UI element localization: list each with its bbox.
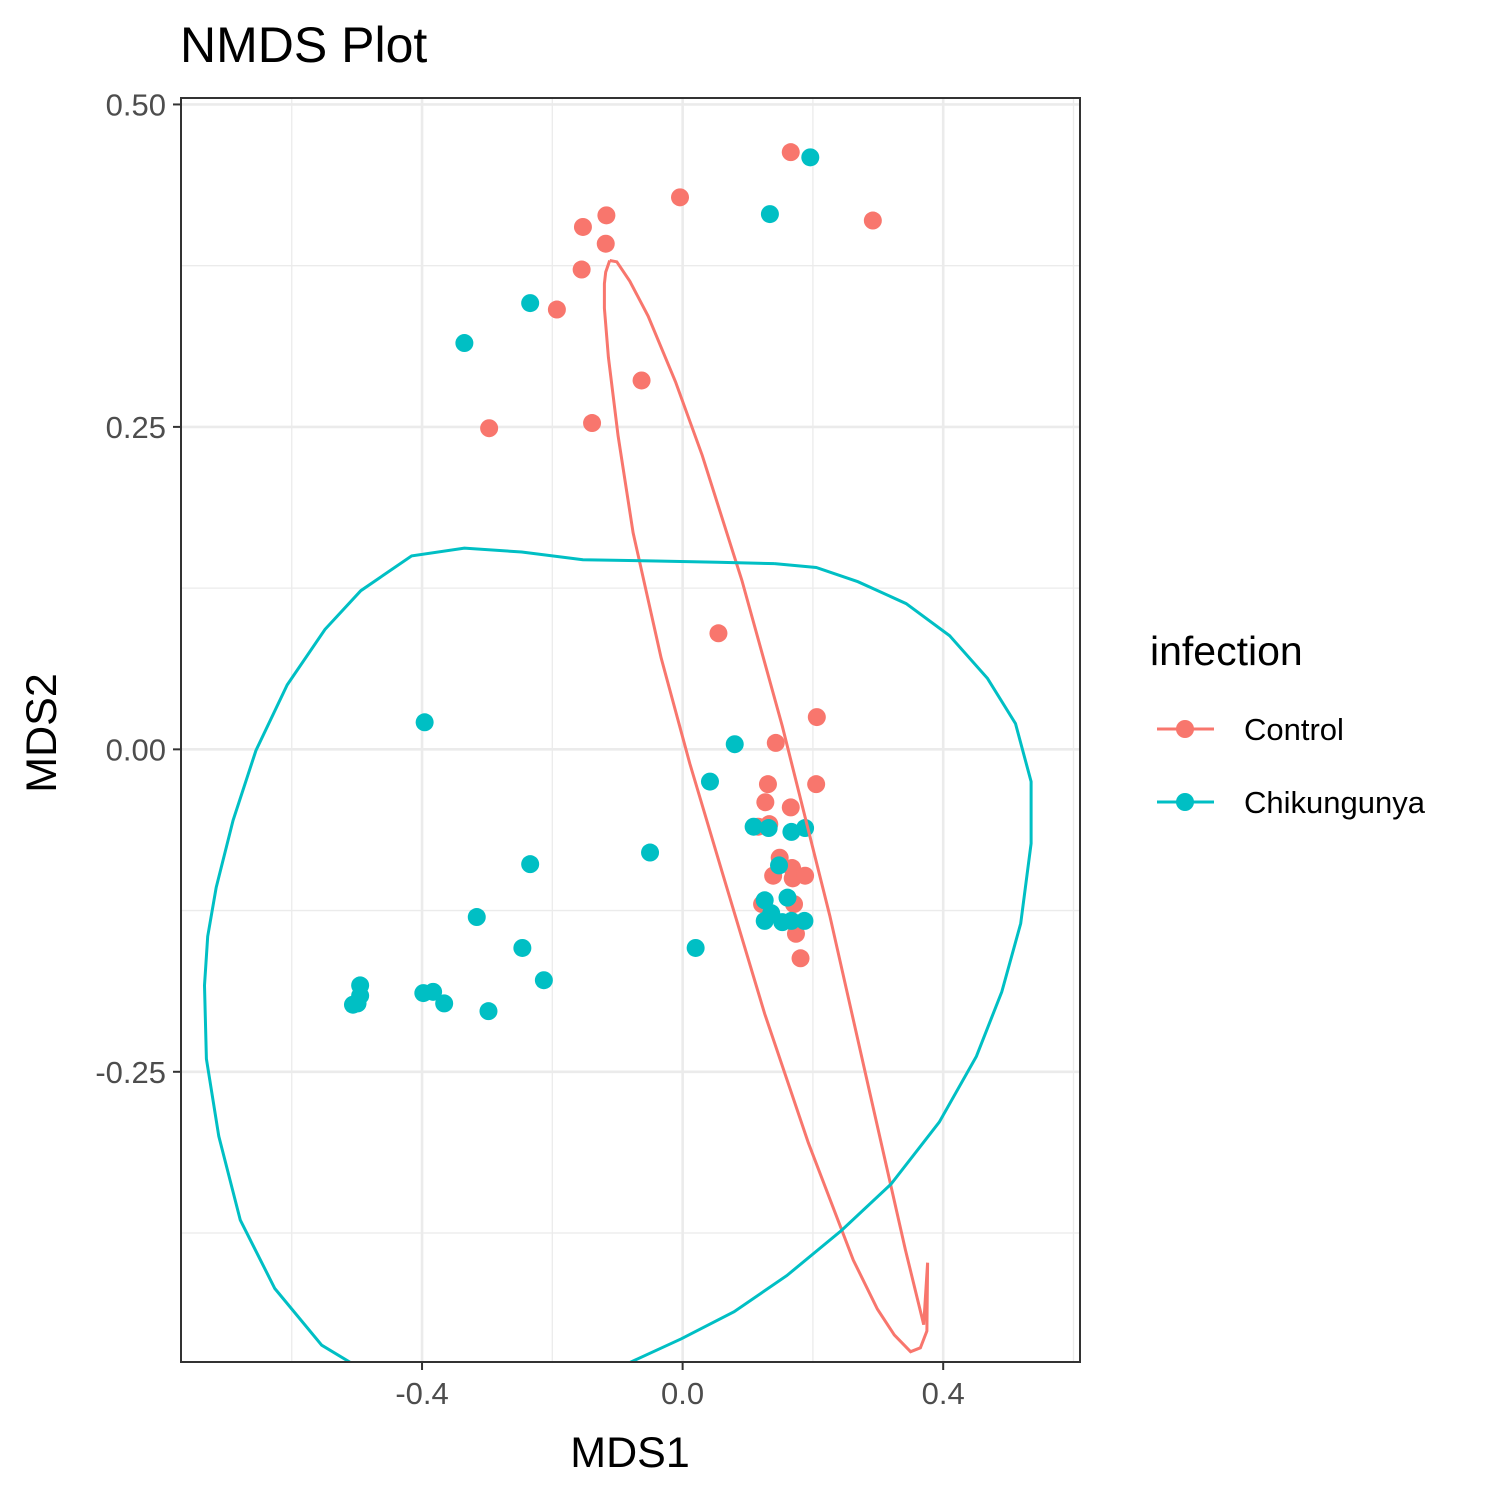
series-chikungunya-points <box>343 148 820 1021</box>
data-point-chikungunya <box>343 995 362 1014</box>
legend-label: Control <box>1244 712 1344 747</box>
legend-title: infection <box>1150 628 1303 674</box>
plot-panel: -0.4 0.0 0.4 0.50 0.25 0.00 -0.25 <box>95 87 1081 1411</box>
data-point-control <box>480 419 499 438</box>
data-point-control <box>807 708 826 727</box>
data-point-control <box>781 143 800 162</box>
data-point-control <box>756 793 775 812</box>
x-axis-title: MDS1 <box>570 1429 689 1477</box>
data-point-chikungunya <box>415 713 434 732</box>
data-point-chikungunya <box>700 772 719 791</box>
data-point-chikungunya <box>801 148 820 167</box>
legend-key-point <box>1176 720 1194 738</box>
data-point-control <box>572 260 591 279</box>
data-point-chikungunya <box>795 911 814 930</box>
data-point-chikungunya <box>782 822 801 841</box>
data-point-chikungunya <box>521 294 540 313</box>
data-point-chikungunya <box>760 205 779 224</box>
x-tick-label: -0.4 <box>395 1376 448 1411</box>
data-point-chikungunya <box>755 911 774 930</box>
data-point-control <box>709 624 728 643</box>
data-point-control <box>781 798 800 817</box>
ellipse-control <box>602 259 930 1354</box>
data-point-chikungunya <box>435 994 454 1013</box>
data-point-chikungunya <box>521 855 540 874</box>
data-point-chikungunya <box>686 938 705 957</box>
y-tick-label: -0.25 <box>95 1055 166 1090</box>
data-point-control <box>671 188 690 207</box>
data-point-chikungunya <box>455 334 474 353</box>
data-point-control <box>791 949 810 968</box>
y-tick-label: 0.00 <box>106 732 166 767</box>
legend-key-point <box>1176 793 1194 811</box>
data-point-chikungunya <box>414 984 433 1003</box>
data-point-control <box>807 775 826 794</box>
data-point-control <box>573 217 592 236</box>
data-point-chikungunya <box>770 856 789 875</box>
data-point-chikungunya <box>782 911 801 930</box>
legend-item-chikungunya: Chikungunya <box>1157 785 1426 820</box>
ellipse-chikungunya <box>202 546 1033 1362</box>
data-point-chikungunya <box>725 735 744 754</box>
legend-label: Chikungunya <box>1244 785 1426 820</box>
data-point-chikungunya <box>467 908 486 927</box>
x-tick-label: 0.0 <box>661 1376 704 1411</box>
data-point-control <box>547 300 566 319</box>
panel-border <box>180 97 1081 1363</box>
data-point-control <box>758 775 777 794</box>
data-point-chikungunya <box>479 1002 498 1021</box>
data-point-control <box>766 733 785 752</box>
legend: infection Control Chikungunya <box>1150 628 1426 820</box>
data-point-chikungunya <box>513 938 532 957</box>
data-point-chikungunya <box>759 819 778 838</box>
data-point-chikungunya <box>534 971 553 990</box>
data-point-chikungunya <box>641 843 660 862</box>
chart-title: NMDS Plot <box>180 17 427 73</box>
data-point-control <box>863 211 882 230</box>
data-point-control <box>597 206 616 225</box>
legend-item-control: Control <box>1157 712 1344 747</box>
y-axis-title: MDS2 <box>18 673 66 792</box>
series-control-points <box>480 143 882 968</box>
x-tick-label: 0.4 <box>922 1376 965 1411</box>
data-point-chikungunya <box>778 888 797 907</box>
data-point-control <box>596 234 615 253</box>
data-point-chikungunya <box>744 817 763 836</box>
y-tick-label: 0.50 <box>106 87 166 122</box>
data-point-control <box>632 371 651 390</box>
y-tick-label: 0.25 <box>106 410 166 445</box>
data-point-control <box>796 866 815 885</box>
panel-background <box>181 98 1080 1362</box>
data-point-control <box>583 414 602 433</box>
